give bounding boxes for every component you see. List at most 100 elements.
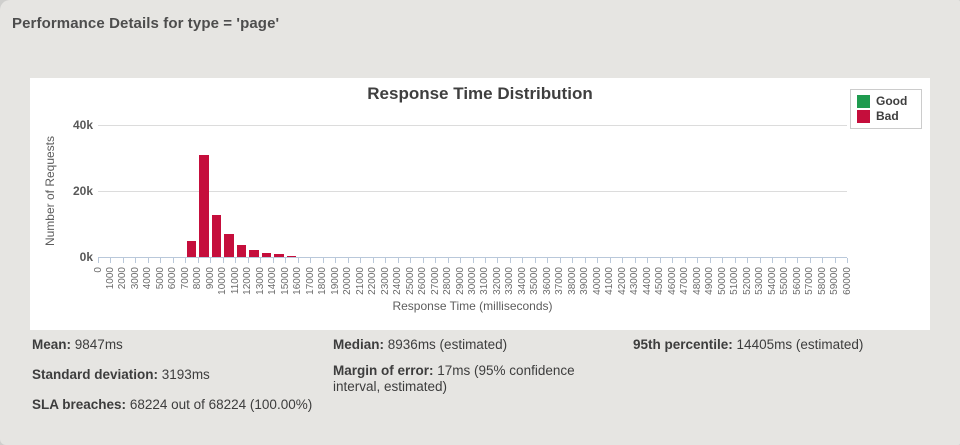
stat-p95-value: 14405ms (estimated)	[736, 337, 864, 352]
x-axis-tick	[659, 258, 661, 263]
x-axis-tick-label: 56000	[791, 267, 803, 295]
x-axis-tick-label: 28000	[442, 267, 454, 295]
x-axis-tick-label: 60000	[841, 267, 853, 295]
x-axis-tick	[772, 258, 774, 263]
x-axis-tick-label: 15000	[279, 267, 291, 295]
x-axis-tick	[797, 258, 799, 263]
x-axis-title: Response Time (milliseconds)	[392, 299, 553, 313]
x-axis-tick-label: 55000	[779, 267, 791, 295]
x-axis-tick	[822, 258, 824, 263]
x-axis-tick	[422, 258, 424, 263]
x-axis-tick	[509, 258, 511, 263]
x-axis-tick	[385, 258, 387, 263]
x-axis-tick	[285, 258, 287, 263]
histogram-bar[interactable]	[274, 254, 284, 257]
stat-sla-label: SLA breaches:	[32, 397, 127, 412]
x-axis-tick-label: 44000	[641, 267, 653, 295]
chart-card: Response Time Distribution Good Bad Numb…	[30, 78, 930, 330]
x-axis-tick	[272, 258, 274, 263]
x-axis-tick-label: 32000	[491, 267, 503, 295]
stat-stddev: Standard deviation: 3193ms	[32, 367, 332, 383]
x-axis-tick-label: 59000	[829, 267, 841, 295]
x-axis-tick-label: 0	[92, 267, 104, 273]
bad-color-swatch	[857, 110, 870, 123]
good-color-swatch	[857, 95, 870, 108]
x-axis-tick	[484, 258, 486, 263]
stat-stddev-label: Standard deviation:	[32, 367, 159, 382]
x-axis-tick-label: 16000	[292, 267, 304, 295]
x-axis-tick-label: 19000	[329, 267, 341, 295]
x-axis-tick-label: 46000	[666, 267, 678, 295]
x-axis-tick	[672, 258, 674, 263]
stats-column-right: 95th percentile: 14405ms (estimated)	[633, 337, 953, 367]
legend-item-good[interactable]: Good	[857, 94, 915, 109]
x-axis-tick-label: 42000	[616, 267, 628, 295]
x-axis-tick-label: 3000	[129, 267, 141, 290]
page-title: Performance Details for type = 'page'	[12, 15, 280, 32]
histogram-bar[interactable]	[186, 240, 197, 257]
stat-stddev-value: 3193ms	[161, 367, 210, 382]
legend-label-good: Good	[876, 94, 908, 108]
x-axis-tick	[834, 258, 836, 263]
x-axis-tick	[222, 258, 224, 263]
x-axis-tick	[347, 258, 349, 263]
x-axis-tick-label: 29000	[454, 267, 466, 295]
x-axis-tick	[122, 258, 124, 263]
stat-sla-value: 68224 out of 68224 (100.00%)	[129, 397, 313, 412]
stats-column-middle: Median: 8936ms (estimated) Margin of err…	[333, 337, 625, 409]
stat-margin-value: 17ms (95% confidence interval, estimated…	[333, 363, 575, 394]
x-axis-tick	[584, 258, 586, 263]
histogram-bar[interactable]	[236, 245, 247, 257]
legend-item-bad[interactable]: Bad	[857, 109, 915, 124]
x-axis-tick	[98, 258, 99, 263]
x-axis-tick	[297, 258, 299, 263]
x-axis-tick-label: 47000	[679, 267, 691, 295]
x-axis-tick	[622, 258, 624, 263]
x-axis-tick-label: 53000	[754, 267, 766, 295]
x-axis-tick	[160, 258, 162, 263]
x-axis-tick-label: 24000	[392, 267, 404, 295]
histogram-bar[interactable]	[286, 255, 297, 257]
x-axis-tick-label: 45000	[654, 267, 666, 295]
x-axis-tick	[410, 258, 412, 263]
x-axis-tick	[260, 258, 262, 263]
x-axis-tick-label: 40000	[591, 267, 603, 295]
x-axis-tick	[634, 258, 636, 263]
x-axis-tick-label: 2000	[117, 267, 129, 290]
x-axis-tick-label: 8000	[192, 267, 204, 290]
chart-legend: Good Bad	[850, 89, 922, 129]
x-axis-tick-label: 52000	[741, 267, 753, 295]
x-axis-tick	[784, 258, 786, 263]
histogram-bar[interactable]	[261, 252, 272, 257]
x-axis-tick-label: 51000	[729, 267, 741, 295]
chart-title: Response Time Distribution	[367, 84, 593, 103]
x-axis-tick-label: 49000	[704, 267, 716, 295]
legend-label-bad: Bad	[876, 109, 899, 123]
x-axis-tick	[172, 258, 174, 263]
histogram-bar[interactable]	[224, 233, 234, 257]
plot-area	[98, 125, 847, 258]
x-axis-tick-label: 48000	[691, 267, 703, 295]
x-axis-tick-label: 27000	[429, 267, 441, 295]
x-axis-tick	[322, 258, 324, 263]
x-axis-tick-label: 31000	[479, 267, 491, 295]
x-axis-tick	[372, 258, 374, 263]
x-axis-tick	[197, 258, 199, 263]
x-axis-tick	[460, 258, 462, 263]
x-axis-tick	[335, 258, 337, 263]
x-axis-tick-label: 11000	[229, 267, 241, 295]
x-axis-ticks	[98, 258, 848, 264]
histogram-bar[interactable]	[211, 214, 222, 257]
x-axis-tick-label: 36000	[541, 267, 553, 295]
x-axis-tick	[684, 258, 686, 263]
x-axis-tick-label: 43000	[629, 267, 641, 295]
stat-margin-label: Margin of error:	[333, 363, 434, 378]
histogram-bar[interactable]	[199, 155, 209, 257]
x-axis-tick-label: 6000	[167, 267, 179, 290]
stat-mean-value: 9847ms	[74, 337, 123, 352]
x-axis-tick-label: 50000	[716, 267, 728, 295]
histogram-bar[interactable]	[249, 250, 259, 257]
x-axis-tick-label: 57000	[804, 267, 816, 295]
x-axis-tick	[135, 258, 137, 263]
x-axis-tick-label: 39000	[579, 267, 591, 295]
